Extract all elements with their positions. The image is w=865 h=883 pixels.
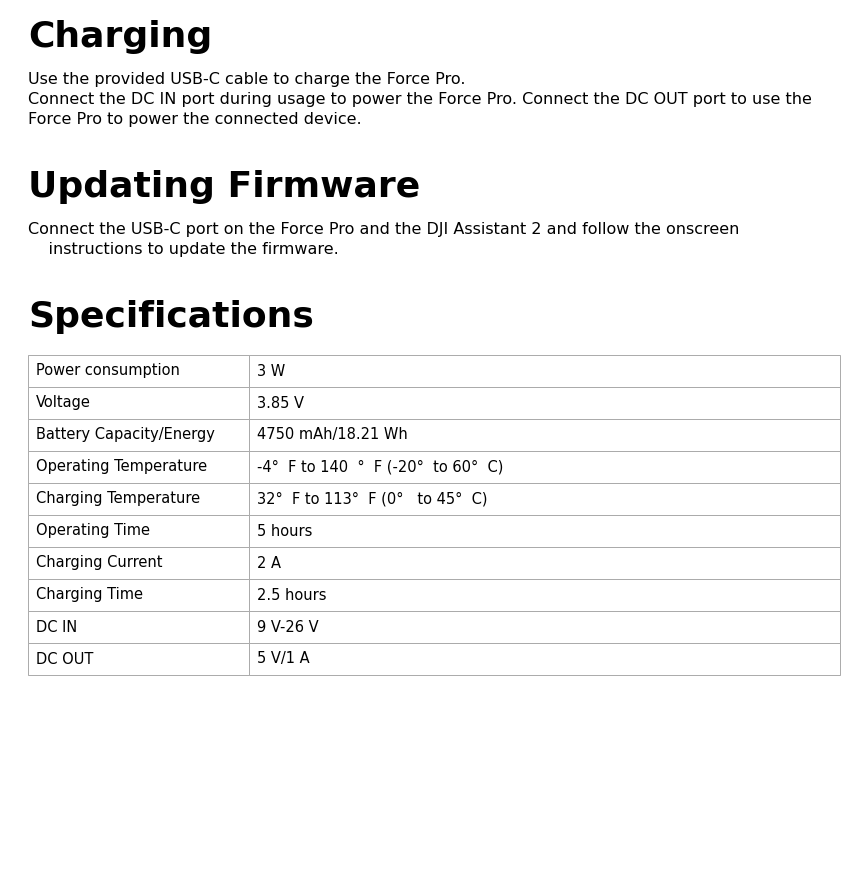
Text: 32°  F to 113°  F (0°   to 45°  C): 32° F to 113° F (0° to 45° C)	[257, 492, 487, 507]
Bar	[249, 515, 840, 547]
Text: Voltage: Voltage	[36, 396, 91, 411]
Text: 5 hours: 5 hours	[257, 524, 312, 539]
Text: Updating Firmware: Updating Firmware	[28, 170, 420, 204]
Text: 3 W: 3 W	[257, 364, 285, 379]
Text: DC OUT: DC OUT	[36, 652, 93, 667]
Text: Charging: Charging	[28, 20, 212, 54]
Text: Operating Time: Operating Time	[36, 524, 150, 539]
Text: Specifications: Specifications	[28, 300, 314, 334]
Bar	[28, 643, 249, 675]
Bar	[28, 483, 249, 515]
Text: Charging Time: Charging Time	[36, 587, 143, 602]
Bar	[249, 387, 840, 419]
Bar	[249, 579, 840, 611]
Text: 2.5 hours: 2.5 hours	[257, 587, 326, 602]
Bar	[28, 547, 249, 579]
Bar	[28, 355, 249, 387]
Text: Power consumption: Power consumption	[36, 364, 180, 379]
Bar	[28, 387, 249, 419]
Text: Connect the DC IN port during usage to power the Force Pro. Connect the DC OUT p: Connect the DC IN port during usage to p…	[28, 92, 812, 107]
Bar	[249, 611, 840, 643]
Bar	[28, 515, 249, 547]
Text: Use the provided USB-C cable to charge the Force Pro.: Use the provided USB-C cable to charge t…	[28, 72, 465, 87]
Text: 9 V-26 V: 9 V-26 V	[257, 620, 318, 635]
Text: 4750 mAh/18.21 Wh: 4750 mAh/18.21 Wh	[257, 427, 407, 442]
Text: Charging Current: Charging Current	[36, 555, 163, 570]
Text: 5 V/1 A: 5 V/1 A	[257, 652, 310, 667]
Bar	[28, 451, 249, 483]
Text: Battery Capacity/Energy: Battery Capacity/Energy	[36, 427, 215, 442]
Bar	[249, 547, 840, 579]
Text: Connect the USB-C port on the Force Pro and the DJI Assistant 2 and follow the o: Connect the USB-C port on the Force Pro …	[28, 222, 740, 237]
Bar	[28, 419, 249, 451]
Text: Charging Temperature: Charging Temperature	[36, 492, 200, 507]
Bar	[249, 483, 840, 515]
Bar	[249, 451, 840, 483]
Text: instructions to update the firmware.: instructions to update the firmware.	[28, 242, 339, 257]
Bar	[249, 643, 840, 675]
Bar	[28, 611, 249, 643]
Text: DC IN: DC IN	[36, 620, 77, 635]
Text: -4°  F to 140  °  F (-20°  to 60°  C): -4° F to 140 ° F (-20° to 60° C)	[257, 459, 503, 474]
Text: Force Pro to power the connected device.: Force Pro to power the connected device.	[28, 112, 362, 127]
Bar	[249, 355, 840, 387]
Text: Operating Temperature: Operating Temperature	[36, 459, 207, 474]
Text: 2 A: 2 A	[257, 555, 281, 570]
Bar	[28, 579, 249, 611]
Bar	[249, 419, 840, 451]
Text: 3.85 V: 3.85 V	[257, 396, 304, 411]
